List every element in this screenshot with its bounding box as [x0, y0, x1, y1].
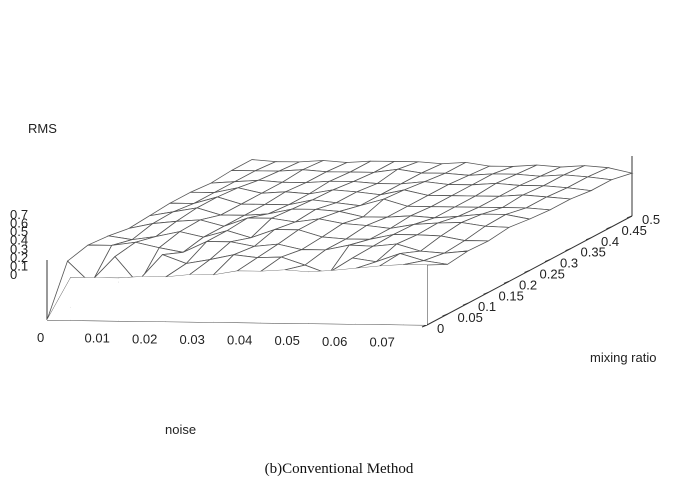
surface-front-skirt	[189, 274, 214, 323]
surface-front-skirt	[260, 269, 285, 324]
z-tick-label: 0.2	[10, 250, 28, 265]
z-tick-label: 0	[10, 267, 17, 282]
y-tick-mark	[585, 237, 592, 241]
surface-front-skirt	[213, 271, 237, 323]
surface-front-skirt	[332, 268, 356, 325]
y-tick-label: 0.45	[622, 223, 647, 238]
z-tick-label: 0.4	[10, 233, 28, 248]
z-tick-label: 0.3	[10, 241, 28, 256]
y-tick-mark	[483, 291, 489, 295]
y-tick-label: 0.3	[560, 256, 578, 271]
surface-front-skirt	[165, 274, 190, 322]
surface-mesh	[46, 159, 634, 325]
x-tick-label: 0	[37, 330, 44, 345]
z-tick-label: 0.1	[10, 258, 28, 273]
y-tick-mark	[544, 259, 551, 263]
surface-front-skirt	[142, 276, 166, 322]
y-tick-mark	[503, 280, 510, 284]
z-tick-label: 0.7	[10, 207, 28, 222]
y-tick-mark	[421, 324, 428, 328]
surface-front-skirt	[118, 276, 142, 322]
surface-front-skirt	[94, 277, 119, 321]
y-tick-label: 0.1	[478, 299, 496, 314]
y-tick-mark	[565, 248, 571, 252]
x-tick-label: 0.07	[370, 334, 395, 349]
x-tick-label: 0.03	[180, 332, 205, 347]
z-tick-label: 0.6	[10, 216, 28, 231]
y-tick-label: 0.5	[642, 212, 660, 227]
y-tick-label: 0.2	[519, 277, 537, 292]
surface-front-skirt	[284, 269, 309, 324]
y-axis-title: mixing ratio	[590, 350, 656, 365]
x-tick-label: 0.04	[227, 333, 252, 348]
tick-labels: 00.10.20.30.40.50.60.70 0.01 0.02 0.03 0.04 0…	[10, 207, 660, 349]
figure-caption: (b)Conventional Method	[264, 461, 414, 477]
z-axis-title: RMS	[28, 121, 57, 136]
y-tick-label: 0	[437, 321, 444, 336]
z-tick-label: 0.5	[10, 224, 28, 239]
surface-front-skirt	[47, 277, 71, 321]
surface-front-skirt	[70, 277, 95, 321]
x-tick-label: 0.02	[132, 331, 157, 346]
y-tick-label: 0.35	[581, 245, 606, 260]
y-tick-label: 0.25	[540, 267, 565, 282]
surface-front-skirt	[237, 271, 261, 323]
surface-front-skirt	[403, 264, 427, 325]
surface-front-skirt	[308, 270, 332, 324]
y-tick-mark	[524, 270, 530, 273]
x-tick-label: 0.05	[275, 333, 300, 348]
y-tick-mark	[606, 226, 612, 230]
y-tick-mark	[626, 215, 633, 219]
y-tick-label: 0.15	[499, 288, 524, 303]
y-tick-label: 0.4	[601, 234, 619, 249]
surface-front-skirt	[379, 264, 404, 325]
y-tick-label: 0.05	[458, 310, 483, 325]
x-tick-label: 0.06	[322, 334, 347, 349]
y-tick-mark	[442, 313, 448, 317]
surface-front-skirt	[355, 266, 380, 325]
x-tick-label: 0.01	[85, 331, 110, 346]
x-axis-title: noise	[165, 422, 196, 437]
y-tick-mark	[462, 302, 469, 306]
